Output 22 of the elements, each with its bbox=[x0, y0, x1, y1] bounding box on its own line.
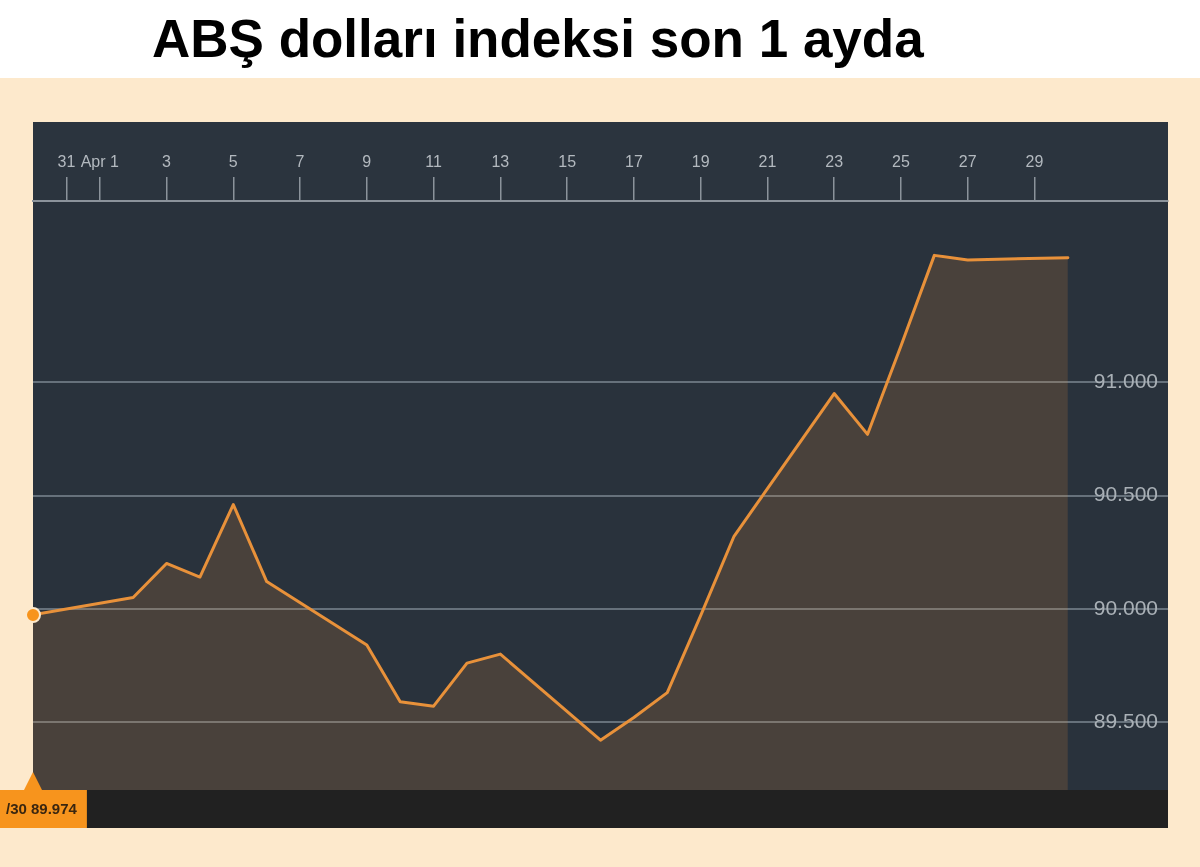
x-tick-label: 21 bbox=[758, 152, 777, 170]
chart-title: ABŞ dolları indeksi son 1 ayda bbox=[152, 8, 924, 70]
x-tick-label: 15 bbox=[558, 152, 577, 170]
x-tick-label: 25 bbox=[892, 152, 910, 170]
x-tick-label: 7 bbox=[295, 152, 305, 170]
x-tick-label: 31 bbox=[57, 152, 76, 170]
x-tick-label: 27 bbox=[958, 152, 977, 170]
y-tick-label: 89.500 bbox=[1093, 708, 1158, 732]
x-tick-label: 9 bbox=[362, 152, 372, 170]
text: /30 89.974 bbox=[6, 800, 78, 818]
y-tick-label: 90.000 bbox=[1093, 595, 1158, 619]
y-tick-label: 91.000 bbox=[1093, 369, 1158, 393]
y-tick-label: 90.500 bbox=[1093, 482, 1158, 506]
x-tick-label: 5 bbox=[228, 152, 238, 170]
x-tick-label: 13 bbox=[491, 152, 510, 170]
x-tick-label: 17 bbox=[624, 152, 643, 170]
x-tick-label: 11 bbox=[425, 152, 442, 170]
x-tick-label: 29 bbox=[1025, 152, 1044, 170]
x-tick-label: 3 bbox=[162, 152, 172, 170]
x-tick-label: 19 bbox=[691, 152, 710, 170]
x-tick-label: 23 bbox=[825, 152, 844, 170]
x-tick-label: Apr 1 bbox=[80, 152, 119, 170]
